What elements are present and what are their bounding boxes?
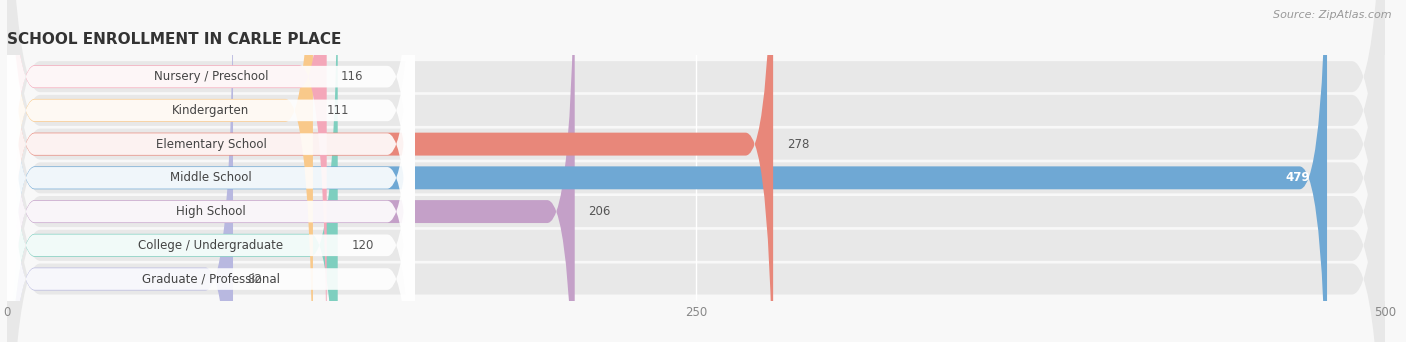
- FancyBboxPatch shape: [7, 0, 415, 342]
- Text: 479: 479: [1286, 171, 1310, 184]
- FancyBboxPatch shape: [7, 0, 337, 342]
- Text: 116: 116: [340, 70, 363, 83]
- FancyBboxPatch shape: [7, 0, 415, 342]
- Text: Middle School: Middle School: [170, 171, 252, 184]
- FancyBboxPatch shape: [7, 0, 773, 342]
- FancyBboxPatch shape: [7, 0, 1327, 342]
- Text: Graduate / Professional: Graduate / Professional: [142, 273, 280, 286]
- Text: 82: 82: [247, 273, 262, 286]
- FancyBboxPatch shape: [7, 0, 1385, 342]
- FancyBboxPatch shape: [7, 0, 314, 342]
- FancyBboxPatch shape: [7, 0, 415, 342]
- FancyBboxPatch shape: [7, 0, 1385, 342]
- FancyBboxPatch shape: [7, 0, 233, 342]
- FancyBboxPatch shape: [7, 0, 1385, 342]
- Text: 111: 111: [326, 104, 349, 117]
- Text: Source: ZipAtlas.com: Source: ZipAtlas.com: [1274, 10, 1392, 20]
- FancyBboxPatch shape: [7, 0, 575, 342]
- Text: Kindergarten: Kindergarten: [173, 104, 250, 117]
- Text: 278: 278: [787, 137, 810, 150]
- FancyBboxPatch shape: [7, 0, 326, 342]
- Text: 120: 120: [352, 239, 374, 252]
- Text: High School: High School: [176, 205, 246, 218]
- FancyBboxPatch shape: [7, 0, 415, 342]
- FancyBboxPatch shape: [7, 0, 415, 342]
- FancyBboxPatch shape: [7, 0, 1385, 342]
- FancyBboxPatch shape: [7, 0, 1385, 342]
- FancyBboxPatch shape: [7, 0, 1385, 342]
- FancyBboxPatch shape: [7, 0, 1385, 342]
- Text: 206: 206: [589, 205, 610, 218]
- FancyBboxPatch shape: [7, 0, 415, 342]
- Text: SCHOOL ENROLLMENT IN CARLE PLACE: SCHOOL ENROLLMENT IN CARLE PLACE: [7, 31, 342, 47]
- Text: Elementary School: Elementary School: [156, 137, 266, 150]
- FancyBboxPatch shape: [7, 0, 415, 342]
- Text: College / Undergraduate: College / Undergraduate: [138, 239, 284, 252]
- Text: Nursery / Preschool: Nursery / Preschool: [153, 70, 269, 83]
